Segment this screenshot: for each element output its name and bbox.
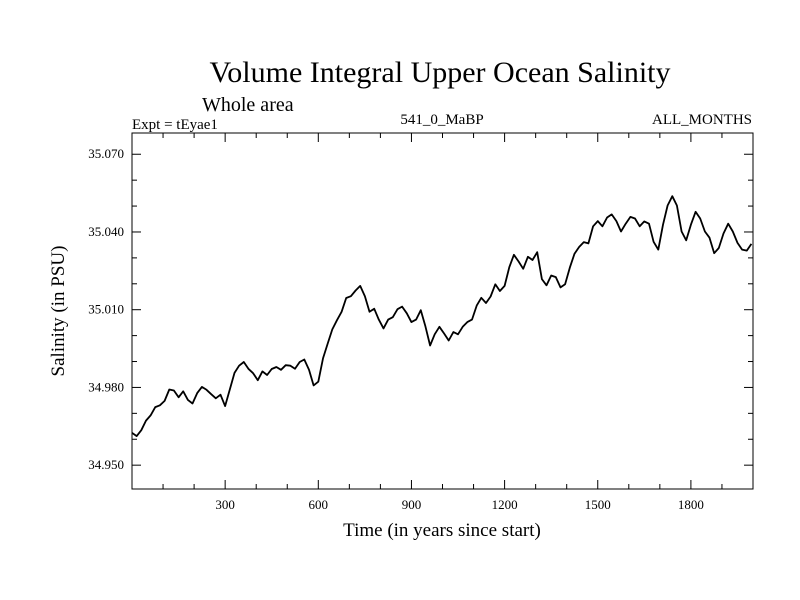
y-tick-label: 35.010 [88, 302, 124, 317]
series-layer [131, 195, 753, 438]
x-axis-label: Time (in years since start) [343, 520, 541, 541]
axis-ticks [132, 133, 753, 489]
x-tick-label: 1800 [678, 497, 704, 512]
y-tick-label: 35.040 [88, 224, 124, 239]
y-axis-label: Salinity (in PSU) [48, 246, 69, 377]
chart-title: Volume Integral Upper Ocean Salinity [210, 56, 671, 89]
plot-frame [131, 132, 754, 490]
y-tick-label: 35.070 [88, 146, 124, 161]
period-label: 541_0_MaBP [400, 112, 483, 128]
x-tick-label: 1200 [492, 497, 518, 512]
x-tick-label: 900 [402, 497, 422, 512]
series-line [131, 195, 753, 438]
months-label: ALL_MONTHS [652, 112, 752, 128]
y-tick-label: 34.980 [88, 379, 124, 394]
x-tick-label: 1500 [585, 497, 611, 512]
x-tick-label: 600 [309, 497, 329, 512]
experiment-label: Expt = tEyae1 [132, 117, 218, 133]
axis-tick-labels: 300 600 900 1200 1500 1800 34.950 34.980 35.010 3… [88, 146, 704, 512]
x-tick-label: 300 [215, 497, 235, 512]
y-tick-label: 34.950 [88, 457, 124, 472]
chart-subtitle: Whole area [202, 94, 294, 116]
